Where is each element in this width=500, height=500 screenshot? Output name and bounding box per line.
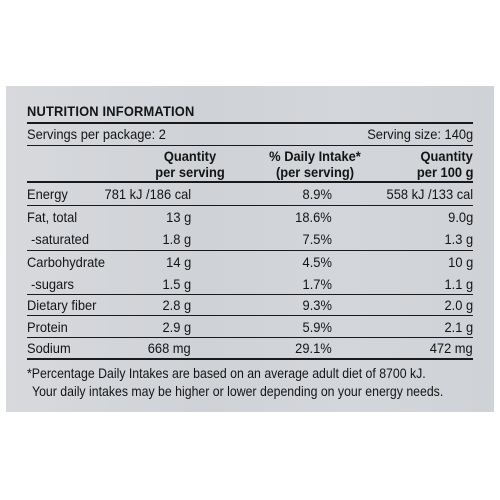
cell-protein-daily-intake: 5.9% — [302, 319, 332, 335]
col-header-per100g-line1: Quantity — [420, 148, 473, 164]
footnote-line2: Your daily intakes may be higher or lowe… — [32, 384, 444, 399]
cell-carbohydrate-per100g: 10 g — [447, 254, 473, 270]
row-label-sugars: -sugars — [31, 276, 74, 292]
row-label-protein: Protein — [27, 319, 68, 335]
rule-title — [27, 122, 473, 124]
cell-carbohydrate-daily-intake: 4.5% — [302, 254, 332, 270]
cell-sugars-per-serving: 1.5 g — [162, 276, 191, 292]
cell-fat-per100g: 9.0g — [447, 209, 473, 225]
cell-carbohydrate-per-serving: 14 g — [165, 254, 191, 270]
row-divider — [27, 337, 473, 338]
row-divider — [27, 250, 473, 251]
row-divider — [27, 315, 473, 316]
cell-protein-per-serving: 2.9 g — [162, 319, 191, 335]
row-label-carbohydrate: Carbohydrate — [27, 254, 106, 270]
cell-saturated-per100g: 1.3 g — [444, 231, 473, 247]
cell-energy-per100g: 558 kJ /133 cal — [386, 186, 473, 202]
servings-per-package: Servings per package: 2 — [27, 126, 166, 142]
cell-sodium-per100g: 472 mg — [430, 340, 473, 356]
cell-energy-per-serving: 781 kJ /186 cal — [104, 186, 191, 202]
col-header-per-serving-line2: per serving — [155, 164, 225, 180]
cell-fiber-per100g: 2.0 g — [444, 297, 473, 313]
cell-sodium-per-serving: 668 mg — [148, 340, 191, 356]
footnote-line1: *Percentage Daily Intakes are based on a… — [27, 366, 426, 381]
row-label-fat-total: Fat, total — [27, 209, 78, 225]
col-header-per100g-line2: per 100 g — [416, 164, 473, 180]
cell-sodium-daily-intake: 29.1% — [295, 340, 332, 356]
cell-sugars-per100g: 1.1 g — [444, 276, 473, 292]
row-divider — [27, 205, 473, 206]
rule-table-bottom — [27, 358, 473, 360]
cell-saturated-per-serving: 1.8 g — [162, 231, 191, 247]
col-header-per-serving-line1: Quantity — [163, 148, 217, 164]
cell-saturated-daily-intake: 7.5% — [302, 231, 332, 247]
serving-size: Serving size: 140g — [367, 126, 473, 142]
nutrition-panel — [6, 86, 494, 412]
row-label-dietary-fiber: Dietary fiber — [27, 297, 97, 313]
cell-fiber-per-serving: 2.8 g — [162, 297, 191, 313]
col-header-daily-intake-line1: % Daily Intake* — [269, 148, 361, 164]
col-header-daily-intake-line2: (per serving) — [275, 164, 355, 180]
row-label-saturated: -saturated — [31, 231, 90, 247]
row-divider — [27, 294, 473, 295]
panel-title: NUTRITION INFORMATION — [27, 103, 195, 119]
row-label-sodium: Sodium — [27, 340, 71, 356]
cell-energy-daily-intake: 8.9% — [302, 186, 332, 202]
rule-header-top — [27, 145, 473, 146]
row-label-energy: Energy — [27, 186, 68, 202]
rule-header-bottom — [27, 181, 473, 183]
cell-fiber-daily-intake: 9.3% — [302, 297, 332, 313]
cell-fat-per-serving: 13 g — [165, 209, 191, 225]
cell-protein-per100g: 2.1 g — [444, 319, 473, 335]
cell-fat-daily-intake: 18.6% — [295, 209, 332, 225]
cell-sugars-daily-intake: 1.7% — [302, 276, 332, 292]
